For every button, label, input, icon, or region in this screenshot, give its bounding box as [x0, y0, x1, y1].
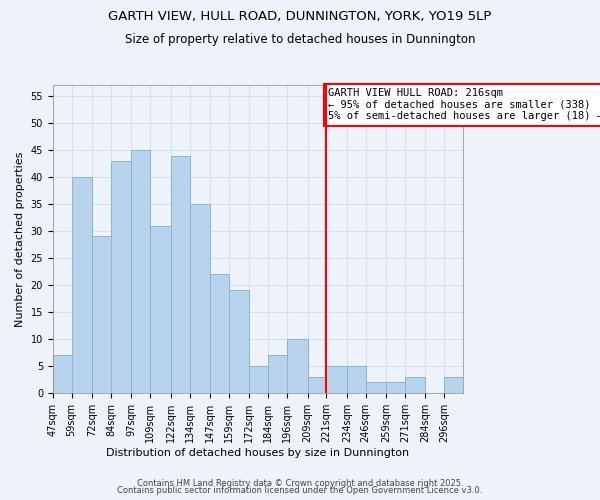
- Bar: [229, 290, 250, 393]
- Bar: [405, 376, 425, 393]
- Bar: [445, 376, 463, 393]
- Bar: [210, 274, 229, 393]
- X-axis label: Distribution of detached houses by size in Dunnington: Distribution of detached houses by size …: [106, 448, 410, 458]
- Text: GARTH VIEW, HULL ROAD, DUNNINGTON, YORK, YO19 5LP: GARTH VIEW, HULL ROAD, DUNNINGTON, YORK,…: [109, 10, 491, 23]
- Text: Size of property relative to detached houses in Dunnington: Size of property relative to detached ho…: [125, 32, 475, 46]
- Y-axis label: Number of detached properties: Number of detached properties: [15, 152, 25, 327]
- Bar: [111, 161, 131, 393]
- Bar: [326, 366, 347, 393]
- Bar: [190, 204, 210, 393]
- Bar: [308, 376, 326, 393]
- Text: GARTH VIEW HULL ROAD: 216sqm
← 95% of detached houses are smaller (338)
5% of se: GARTH VIEW HULL ROAD: 216sqm ← 95% of de…: [328, 88, 600, 122]
- Bar: [53, 355, 71, 393]
- Bar: [287, 339, 308, 393]
- Bar: [347, 366, 366, 393]
- Bar: [268, 355, 287, 393]
- Bar: [150, 226, 171, 393]
- Text: Contains HM Land Registry data © Crown copyright and database right 2025.: Contains HM Land Registry data © Crown c…: [137, 478, 463, 488]
- Text: Contains public sector information licensed under the Open Government Licence v3: Contains public sector information licen…: [118, 486, 482, 495]
- Bar: [131, 150, 150, 393]
- Bar: [171, 156, 190, 393]
- Bar: [386, 382, 405, 393]
- Bar: [366, 382, 386, 393]
- Bar: [92, 236, 111, 393]
- Bar: [250, 366, 268, 393]
- Bar: [71, 177, 92, 393]
